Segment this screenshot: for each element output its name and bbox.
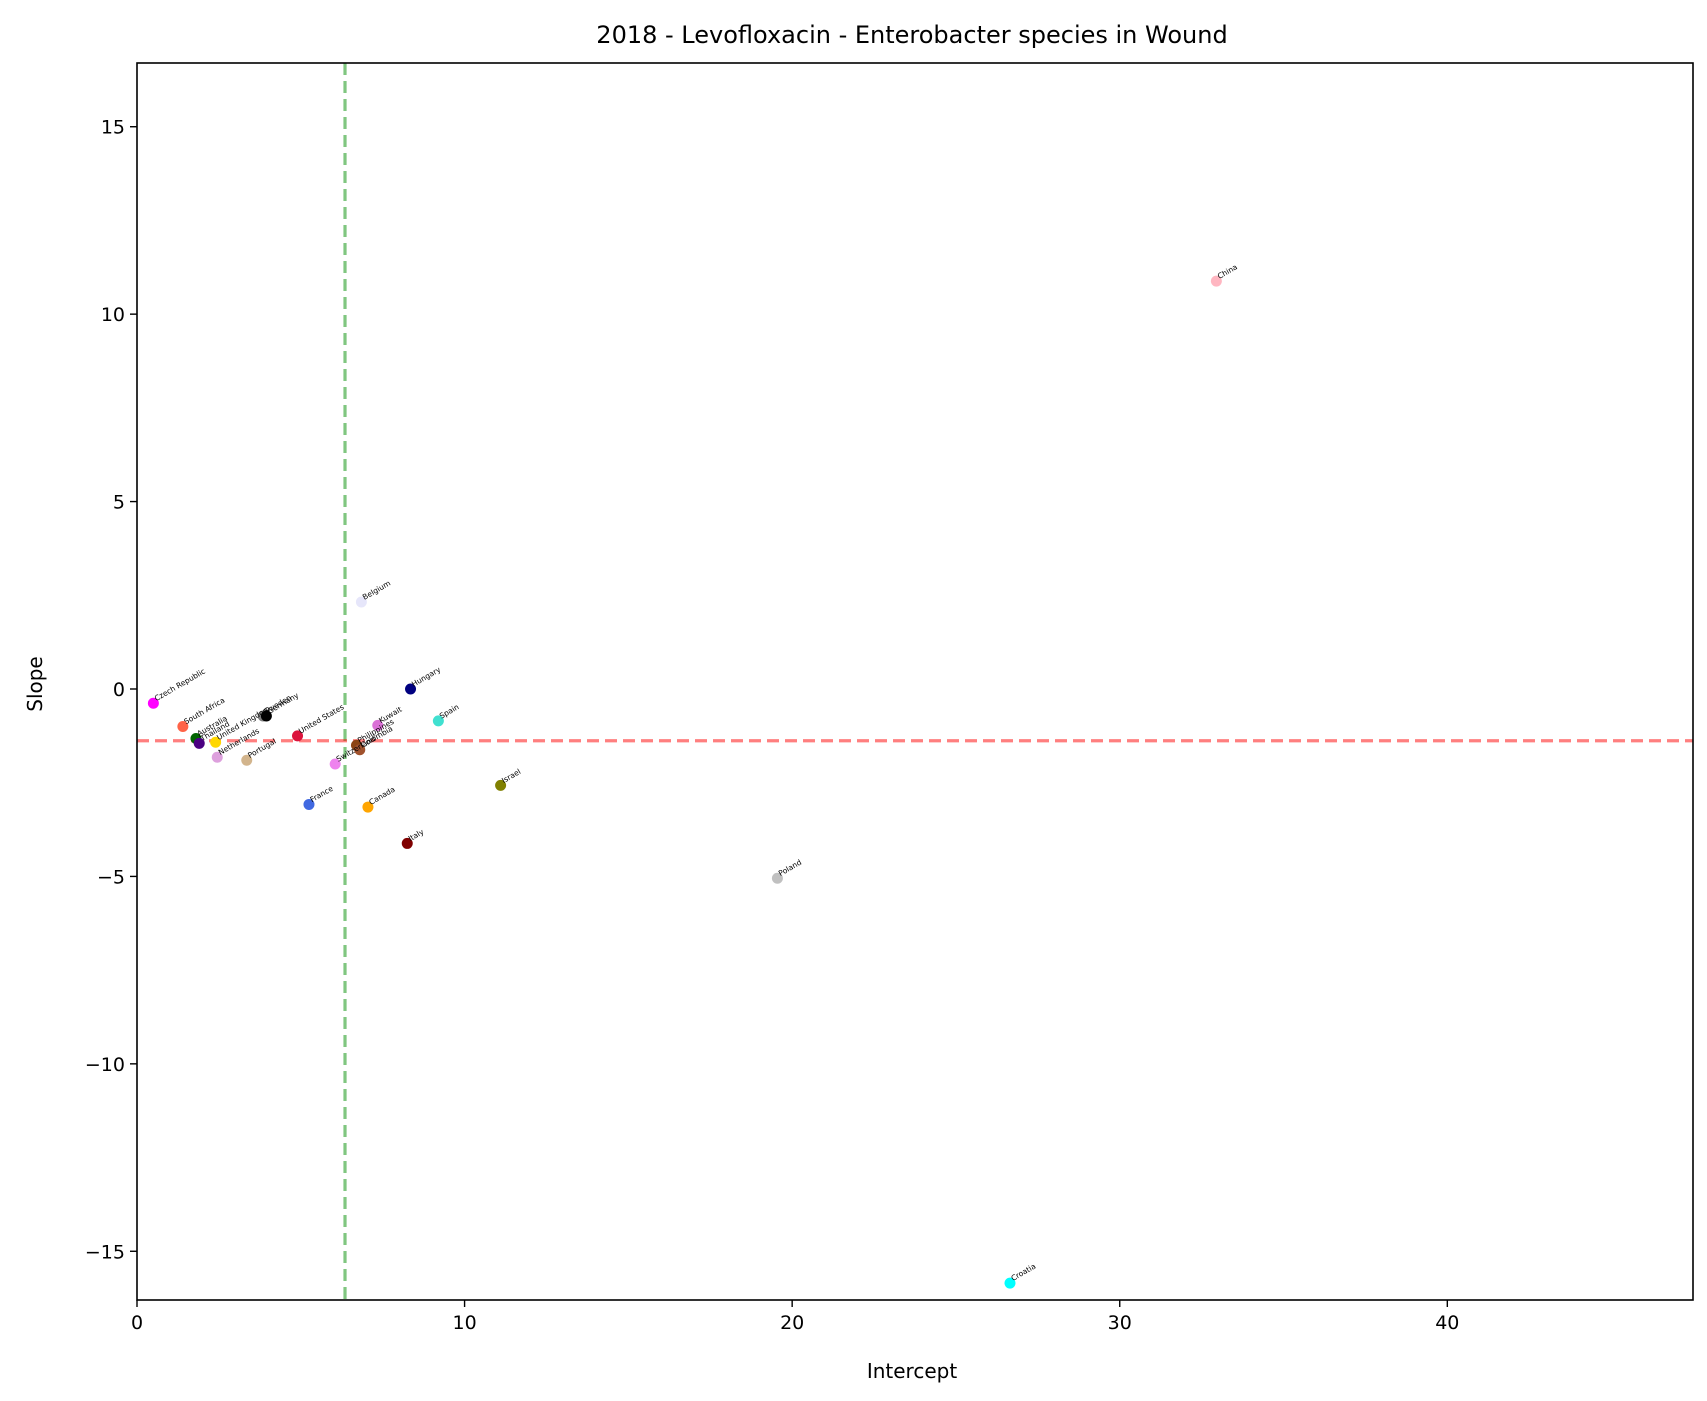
data-points — [147, 275, 1222, 1289]
chart-title: 2018 - Levofloxacin - Enterobacter speci… — [596, 21, 1227, 49]
data-point — [362, 801, 374, 813]
axes: 0 10 20 30 40 −15 −10 −5 0 5 10 15 — [85, 62, 1694, 1334]
data-point — [372, 719, 384, 731]
y-tick-label: −10 — [85, 1054, 125, 1076]
plot-frame — [136, 62, 1694, 1301]
y-axis-label: Slope — [23, 656, 47, 712]
data-point — [177, 720, 189, 732]
x-tick-label: 20 — [780, 1312, 804, 1334]
x-tick-label: 0 — [131, 1312, 143, 1334]
x-tick-label: 10 — [452, 1312, 476, 1334]
data-point — [355, 596, 367, 608]
y-tick-label: 10 — [101, 304, 125, 326]
data-point — [260, 710, 272, 722]
data-point — [241, 754, 253, 766]
data-point — [354, 744, 366, 756]
reference-lines — [137, 63, 1693, 1300]
y-tick-label: −15 — [85, 1241, 125, 1263]
x-axis-label: Intercept — [867, 1359, 958, 1383]
data-point — [211, 751, 223, 763]
x-tick-label: 40 — [1435, 1312, 1459, 1334]
data-point — [329, 758, 341, 770]
data-point — [495, 779, 507, 791]
x-tick-label: 30 — [1108, 1312, 1132, 1334]
data-point — [405, 683, 417, 695]
data-point — [1210, 275, 1222, 287]
data-point — [303, 798, 315, 810]
data-point — [193, 737, 205, 749]
plot-area — [137, 63, 1693, 1300]
y-tick-label: 5 — [113, 492, 125, 514]
data-point — [771, 872, 783, 884]
data-point — [401, 837, 413, 849]
y-tick-label: 15 — [101, 117, 125, 139]
data-point — [432, 715, 444, 727]
plot-background — [137, 63, 1693, 1300]
data-point — [292, 730, 304, 742]
y-tick-label: 0 — [113, 679, 125, 701]
y-tick-label: −5 — [97, 866, 125, 888]
data-point — [147, 697, 159, 709]
data-point — [210, 736, 222, 748]
data-point — [1004, 1277, 1016, 1289]
